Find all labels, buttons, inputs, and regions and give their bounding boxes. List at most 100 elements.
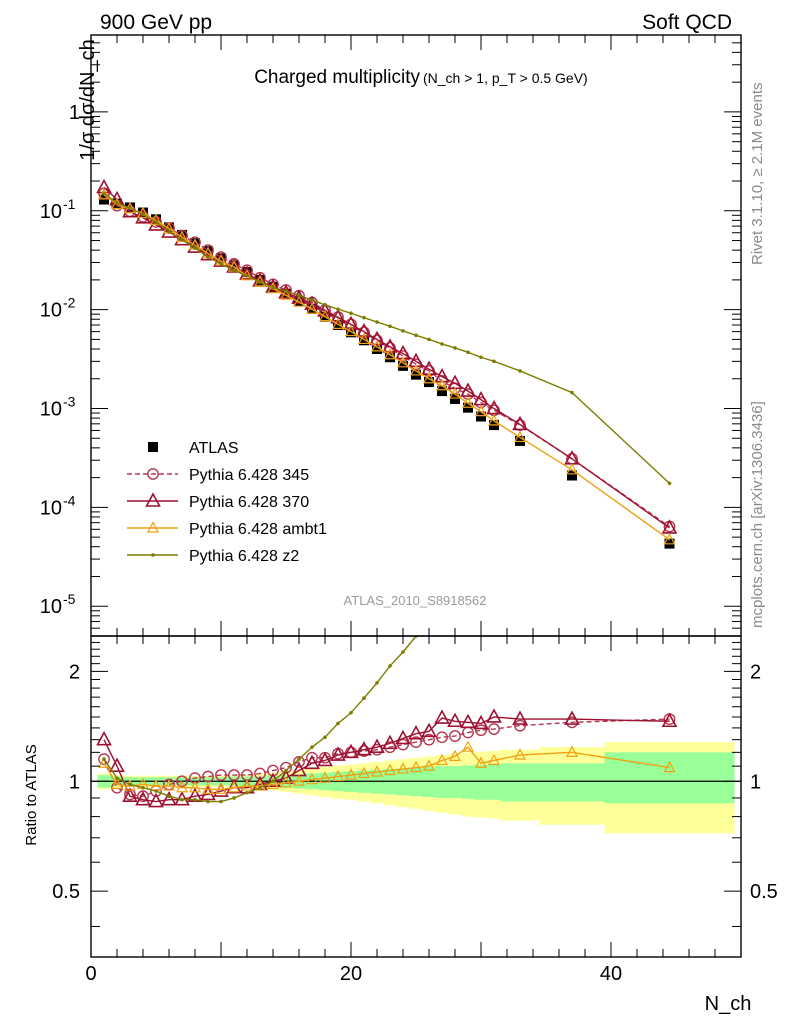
ratio-point-pythia-6-428-370 [408, 724, 424, 740]
ratio-point-pythia-6-428-z2 [232, 796, 236, 800]
legend-entry-atlas: ATLAS [148, 440, 239, 457]
ratio-point-pythia-6-428-z2 [349, 711, 353, 715]
main-point-pythia-6-428-370 [343, 315, 359, 331]
main-point-pythia-6-428-ambt1 [449, 387, 461, 399]
main-y-axis-label: 1/σ dσ/dN_ch [77, 39, 99, 160]
band-inner [448, 766, 462, 798]
ratio-point-pythia-6-428-ambt1 [371, 765, 383, 777]
y-tick-label: 10 [40, 300, 62, 322]
main-point-pythia-6-428-370 [382, 338, 398, 353]
ratio-point-pythia-6-428-345 [293, 755, 305, 768]
ratio-point-pythia-6-428-370 [434, 709, 450, 724]
x-tick-label: 0 [85, 963, 96, 985]
ratio-point-pythia-6-428-ambt1 [488, 753, 500, 766]
main-point-pythia-6-428-ambt1 [488, 414, 500, 426]
ratio-y-tick-label-right: 0.5 [750, 881, 778, 903]
legend-label: Pythia 6.428 345 [189, 467, 309, 484]
main-point-pythia-6-428-370 [512, 415, 528, 431]
ratio-point-pythia-6-428-z2 [102, 757, 106, 761]
ratio-y-tick-label: 0.5 [52, 881, 80, 903]
main-point-atlas [255, 274, 265, 285]
band-inner [487, 764, 501, 800]
main-point-atlas [281, 288, 291, 299]
ratio-point-pythia-6-428-345 [397, 738, 409, 751]
ratio-point-pythia-6-428-370 [109, 757, 125, 772]
y-tick-label: 10 [40, 497, 62, 519]
ratio-point-pythia-6-428-ambt1 [358, 766, 370, 779]
band-inner [409, 767, 423, 797]
main-series-pythia-6-428-z2 [102, 191, 672, 486]
ratio-point-pythia-6-428-z2 [492, 545, 496, 549]
main-point-pythia-6-428-370 [460, 382, 476, 397]
main-point-pythia-6-428-ambt1 [306, 302, 318, 314]
ratio-point-pythia-6-428-z2 [323, 735, 327, 740]
ratio-point-pythia-6-428-370 [395, 729, 411, 745]
ratio-point-pythia-6-428-370 [473, 714, 489, 730]
ratio-frame [90, 635, 742, 958]
ratio-point-pythia-6-428-370 [265, 772, 281, 788]
main-y-axis: 10 -510 -410 -310 -210 -11 [40, 34, 741, 629]
legend-label: Pythia 6.428 370 [189, 494, 309, 511]
ratio-point-pythia-6-428-370 [96, 730, 112, 746]
ratio-point-pythia-6-428-370 [317, 751, 333, 767]
legend: ATLAS Pythia 6.428 345 Pythia 6.428 370 Pyt… [127, 440, 327, 565]
main-point-pythia-6-428-ambt1 [384, 347, 396, 360]
legend-marker [145, 492, 161, 507]
main-point-pythia-6-428-z2 [245, 274, 249, 278]
chart-title-cuts: (N_ch > 1, p_T > 0.5 GeV) [423, 70, 588, 86]
main-series [96, 178, 678, 549]
main-point-pythia-6-428-ambt1 [663, 533, 676, 545]
main-point-pythia-6-428-ambt1 [293, 295, 305, 307]
ratio-point-pythia-6-428-345 [176, 775, 188, 788]
ratio-y-axis: 0.5 0.5 1 1 2 2 [52, 635, 778, 928]
main-point-atlas [567, 470, 577, 481]
ratio-point-pythia-6-428-370 [122, 787, 138, 803]
ratio-point-pythia-6-428-370 [512, 710, 528, 725]
main-point-pythia-6-428-ambt1 [410, 364, 422, 376]
ratio-point-pythia-6-428-370 [447, 712, 463, 728]
y-tick-label: 10 [40, 596, 62, 618]
main-point-atlas [190, 238, 200, 249]
main-point-atlas [99, 194, 109, 205]
ratio-point-pythia-6-428-z2 [479, 561, 483, 565]
legend-label: ATLAS [189, 440, 239, 457]
ratio-point-pythia-6-428-370 [343, 743, 359, 759]
mcplots-reference-label: mcplots.cern.ch [arXiv:1306.3436] [749, 401, 766, 628]
ratio-point-pythia-6-428-ambt1 [436, 753, 448, 766]
ratio-point-pythia-6-428-370 [161, 791, 177, 806]
ratio-point-pythia-6-428-z2 [310, 745, 314, 749]
ratio-point-pythia-6-428-z2 [518, 521, 522, 525]
main-point-pythia-6-428-z2 [258, 280, 262, 284]
main-point-pythia-6-428-ambt1 [319, 309, 331, 322]
ratio-point-pythia-6-428-370 [382, 734, 398, 750]
ratio-point-pythia-6-428-370 [460, 713, 476, 729]
legend-label: Pythia 6.428 z2 [189, 548, 299, 565]
ratio-point-pythia-6-428-ambt1 [345, 768, 357, 780]
ratio-series-pythia-6-428-z2 [102, 521, 522, 804]
ratio-line-pythia-6-428-ambt1 [103, 746, 670, 791]
ratio-point-pythia-6-428-345 [137, 790, 149, 803]
ratio-point-pythia-6-428-z2 [375, 681, 379, 685]
main-point-pythia-6-428-z2 [466, 350, 470, 355]
main-point-pythia-6-428-z2 [115, 201, 119, 205]
ratio-point-pythia-6-428-ambt1 [410, 760, 422, 773]
main-point-pythia-6-428-z2 [206, 255, 210, 259]
ratio-point-pythia-6-428-345 [449, 730, 461, 742]
ratio-point-pythia-6-428-ambt1 [319, 771, 331, 783]
main-point-pythia-6-428-370 [661, 519, 678, 534]
y-tick-label: 10 [40, 201, 62, 223]
x-axis-label: N_ch [705, 993, 752, 1015]
ratio-point-pythia-6-428-345 [202, 770, 214, 783]
x-axis: 0 20 40 [85, 35, 742, 985]
main-point-pythia-6-428-ambt1 [345, 324, 357, 337]
main-point-pythia-6-428-z2 [401, 329, 405, 333]
legend-label: Pythia 6.428 ambt1 [189, 521, 327, 538]
main-point-pythia-6-428-ambt1 [358, 332, 370, 345]
main-point-pythia-6-428-370 [434, 367, 450, 383]
main-line-pythia-6-428-z2 [103, 192, 670, 484]
ratio-point-pythia-6-428-ambt1 [384, 763, 396, 776]
ratio-point-pythia-6-428-345 [475, 724, 487, 737]
ratio-point-pythia-6-428-ambt1 [306, 772, 318, 785]
main-series-atlas [99, 194, 675, 549]
main-point-pythia-6-428-z2 [128, 206, 132, 211]
